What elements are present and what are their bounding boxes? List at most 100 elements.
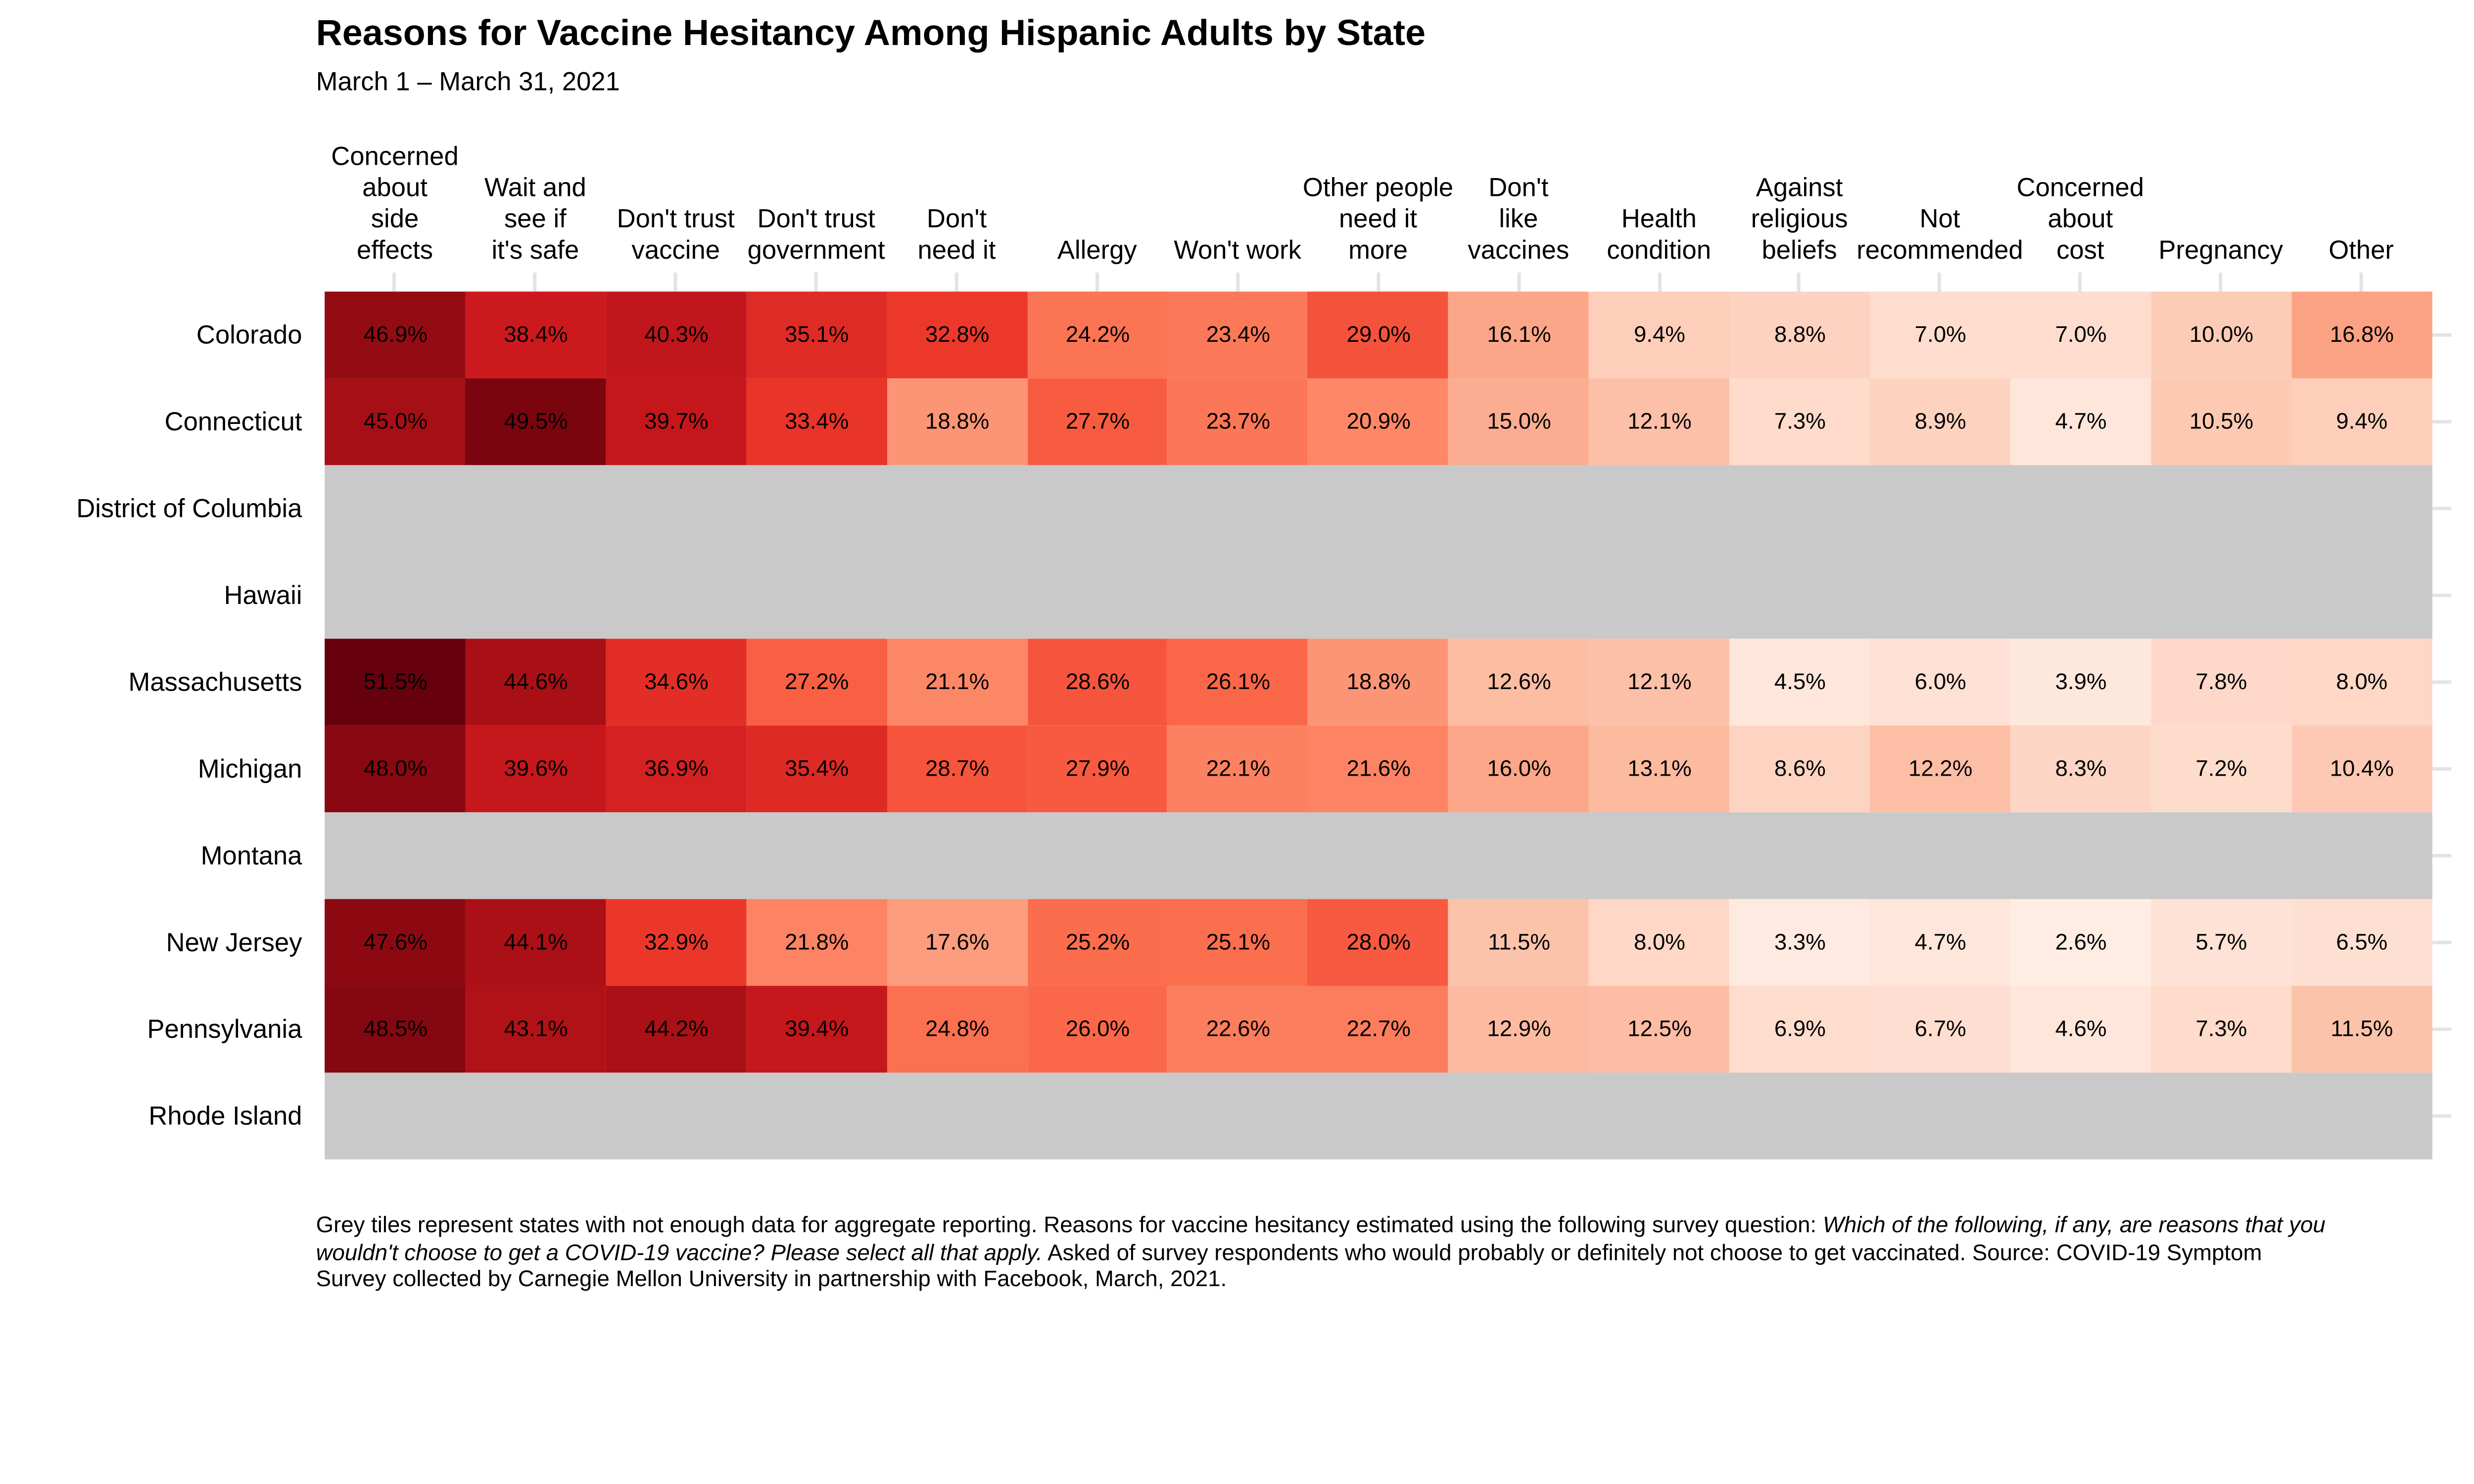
cell-value: 18.8% [1346,668,1411,695]
chart-subtitle: March 1 – March 31, 2021 [316,67,620,97]
column-tick-gridline [2219,272,2223,292]
row-tick-gridline [2431,594,2451,598]
heatmap-cell: 32.9% [605,899,748,986]
heatmap-cell: 9.4% [1588,291,1731,378]
heatmap-cell: 26.0% [1027,985,1169,1073]
cell-value: 3.9% [2055,668,2107,695]
column-header-allergy: Allergy [1057,236,1137,266]
cell-value: 25.2% [1065,928,1130,955]
column-tick-gridline [674,272,678,292]
cell-value: 22.1% [1206,755,1271,781]
heatmap-cell: 48.0% [325,725,467,813]
heatmap-cell: 40.3% [605,291,748,378]
row-label-district-of-columbia: District of Columbia [76,494,302,523]
cell-value: 8.6% [1774,755,1826,781]
column-tick-gridline [1517,272,1521,292]
heatmap-cell: 21.1% [886,639,1028,726]
heatmap-cell: 8.9% [1869,378,2011,465]
cell-value: 8.3% [2055,755,2107,781]
column-header-wait-and: Wait and see if it's safe [484,173,586,266]
column-tick-gridline [393,272,397,292]
cell-value: 12.6% [1487,668,1551,695]
cell-value: 26.0% [1065,1015,1130,1042]
row-label-colorado: Colorado [196,320,302,350]
cell-value: 10.5% [2189,408,2254,434]
cell-value: 35.4% [785,755,849,781]
cell-value: 7.3% [1774,408,1826,434]
cell-value: 12.2% [1908,755,1973,781]
heatmap-cell: 8.0% [1588,899,1731,986]
heatmap-cell: 8.0% [2291,639,2433,726]
cell-value: 4.6% [2055,1015,2107,1042]
heatmap-cell: 10.0% [2150,291,2292,378]
heatmap-cell: 28.0% [1308,899,1450,986]
heatmap-cell: 47.6% [325,899,467,986]
cell-value: 23.4% [1206,321,1271,347]
no-data-row [325,465,2432,552]
cell-value: 15.0% [1487,408,1551,434]
cell-value: 6.5% [2336,928,2388,955]
row-tick-gridline [2431,507,2451,510]
heatmap-cell: 21.6% [1308,725,1450,813]
heatmap-cell: 44.2% [605,985,748,1073]
heatmap-cell: 6.0% [1869,639,2011,726]
heatmap-cell: 27.7% [1027,378,1169,465]
cell-value: 28.0% [1346,928,1411,955]
heatmap-cell: 7.0% [1869,291,2011,378]
footnote-source: Asked of survey respondents who would pr… [316,1238,2262,1292]
cell-value: 47.6% [363,928,428,955]
heatmap-cell: 12.6% [1448,639,1590,726]
row-label-hawaii: Hawaii [224,580,302,610]
footnote-text: Grey tiles represent states with not eno… [316,1211,1823,1238]
cell-value: 12.1% [1627,408,1692,434]
column-header-don-t-trust: Don't trust vaccine [617,205,735,266]
cell-value: 16.1% [1487,321,1551,347]
heatmap-cell: 22.7% [1308,985,1450,1073]
cell-value: 7.0% [2055,321,2107,347]
cell-value: 20.9% [1346,408,1411,434]
heatmap-cell: 39.6% [465,725,607,813]
heatmap-cell: 11.5% [2291,985,2433,1073]
row-label-massachusetts: Massachusetts [128,667,302,697]
cell-value: 2.6% [2055,928,2107,955]
cell-value: 35.1% [785,321,849,347]
cell-value: 10.0% [2189,321,2254,347]
cell-value: 12.9% [1487,1015,1551,1042]
column-tick-gridline [2359,272,2363,292]
row-tick-gridline [2431,940,2451,944]
cell-value: 21.6% [1346,755,1411,781]
cell-value: 11.5% [1488,928,1551,955]
cell-value: 11.5% [2331,1015,2393,1042]
heatmap-cell: 5.7% [2150,899,2292,986]
heatmap-cell: 48.5% [325,985,467,1073]
cell-value: 6.7% [1914,1015,1966,1042]
cell-value: 9.4% [2336,408,2388,434]
heatmap-cell: 12.2% [1869,725,2011,813]
heatmap-cell: 4.7% [1869,899,2011,986]
column-header-pregnancy: Pregnancy [2158,236,2284,266]
cell-value: 39.7% [644,408,709,434]
heatmap-cell: 6.7% [1869,985,2011,1073]
cell-value: 44.6% [504,668,568,695]
row-label-pennsylvania: Pennsylvania [147,1014,302,1044]
cell-value: 27.2% [785,668,849,695]
cell-value: 46.9% [363,321,428,347]
row-tick-gridline [2431,854,2451,858]
heatmap-cell: 23.4% [1167,291,1309,378]
heatmap-cell: 8.3% [2010,725,2152,813]
cell-value: 34.6% [644,668,709,695]
heatmap-cell: 16.0% [1448,725,1590,813]
cell-value: 12.1% [1627,668,1692,695]
heatmap-cell: 7.2% [2150,725,2292,813]
cell-value: 6.9% [1774,1015,1826,1042]
heatmap-cell: 44.1% [465,899,607,986]
row-label-michigan: Michigan [197,754,302,784]
column-header-other-people: Other people need it more [1302,173,1454,266]
heatmap-cell: 17.6% [886,899,1028,986]
cell-value: 12.5% [1627,1015,1692,1042]
heatmap-cell: 32.8% [886,291,1028,378]
row-tick-gridline [2431,1114,2451,1118]
chart-title: Reasons for Vaccine Hesitancy Among Hisp… [316,14,1426,54]
chart-footnote: Grey tiles represent states with not eno… [316,1211,2327,1292]
heatmap-cell: 35.1% [746,291,888,378]
